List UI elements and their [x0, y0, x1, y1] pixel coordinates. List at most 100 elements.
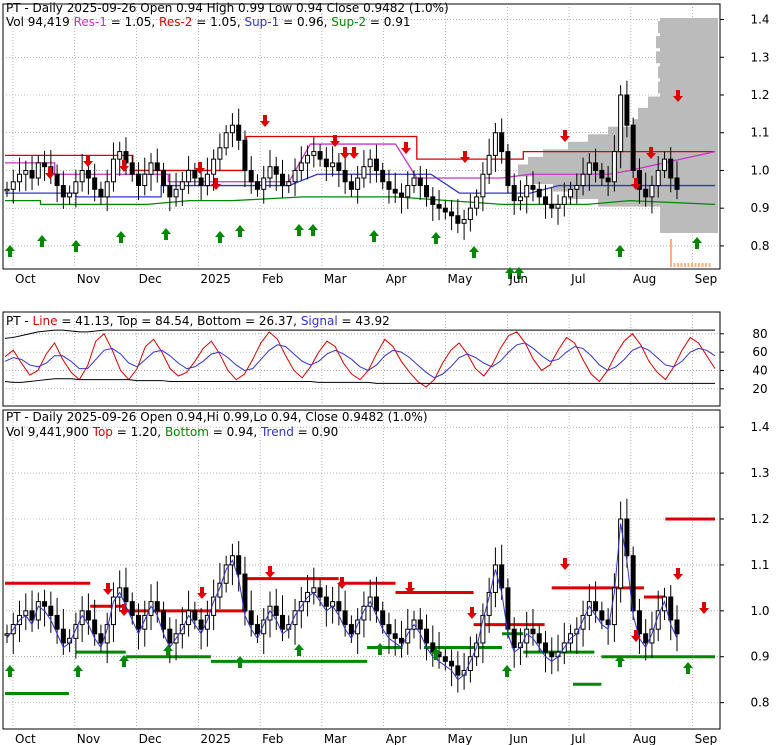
trend-buy-arrow [235, 656, 245, 668]
header-part-3: Bottom [165, 425, 209, 439]
header-part-4: = 43.92 [338, 314, 390, 328]
trend-candle-body [242, 573, 248, 612]
trend-candle-body [386, 624, 392, 635]
price-candle-body [311, 151, 317, 156]
trend-candle-body [204, 614, 210, 630]
price-candle-body [242, 139, 248, 171]
price-candle-body [286, 181, 292, 187]
x-tick-label-top: Apr [386, 272, 407, 286]
price-candle-body [442, 207, 448, 213]
osc-y-tick-label: 60 [752, 345, 767, 359]
price-candle-body [254, 181, 260, 190]
price-candle-body [461, 219, 467, 224]
header-part-4: = 1.05, [192, 15, 244, 29]
volume-bar [698, 263, 700, 267]
trend-candle-body [455, 665, 461, 676]
price-candle-body [605, 177, 611, 183]
trend-sell-arrow [673, 568, 683, 580]
trend-buy-arrow [5, 665, 15, 677]
price-candle-body [380, 169, 386, 183]
price-candle-body [611, 151, 617, 183]
trend-candle-body [198, 619, 204, 630]
trend-candle-body [398, 637, 404, 644]
price-candle-body [273, 166, 279, 175]
price-candle-body [42, 162, 48, 168]
trend-candle-body [380, 610, 386, 626]
buy-arrow [116, 231, 126, 243]
price-candle-body [217, 147, 223, 160]
price-candle-body [430, 196, 436, 205]
trend-candle-body [536, 633, 542, 644]
price-candle-body [561, 196, 567, 205]
price-candle-body [674, 177, 680, 190]
price-candle-body [142, 173, 148, 187]
sell-arrow [260, 115, 270, 127]
x-tick-label-top: 2025 [200, 272, 231, 286]
trend-candle-body [42, 601, 48, 607]
trend-y-tick-label: 0.8 [750, 696, 769, 710]
price-candle-body [98, 188, 104, 198]
price-candle-body [649, 185, 655, 198]
trend-candle-body [135, 614, 141, 630]
price-candle-body [348, 181, 354, 190]
trend-sell-arrow [467, 607, 477, 619]
price-candle-body [668, 158, 674, 179]
x-tick-label-bottom: May [448, 732, 473, 745]
buy-arrow [308, 224, 318, 236]
trend-sell-arrow [197, 587, 207, 599]
osc-y-tick-label: 20 [752, 382, 767, 396]
price-y-tick-label: 1.3 [750, 50, 769, 64]
x-tick-label-top: Nov [77, 272, 100, 286]
trend-candle-body [29, 610, 35, 621]
sup-1-line [5, 173, 715, 198]
header-part-8: = 0.91 [366, 15, 410, 29]
price-candle-body [549, 203, 555, 209]
trend-candle-body [311, 587, 317, 593]
price-candle-body [35, 162, 41, 179]
oscillator-line-line [4, 331, 716, 388]
price-candle-body [624, 94, 630, 126]
trend-candle-body [467, 656, 473, 672]
price-y-tick-label: 1.1 [750, 126, 769, 140]
trend-buy-arrow [294, 644, 304, 656]
price-candle-body [536, 188, 542, 198]
volume-bar [701, 263, 704, 267]
price-candle-body [161, 169, 167, 187]
price-candle-body [524, 185, 530, 198]
price-candle-body [555, 203, 561, 209]
x-tick-label-bottom: Oct [15, 732, 36, 745]
price-candle-body [186, 169, 192, 183]
price-candle-body [211, 158, 217, 175]
price-candle-body [305, 154, 311, 164]
trend-candle-body [492, 564, 498, 593]
trend-sell-arrow [103, 583, 113, 595]
price-candle-body [317, 151, 323, 160]
volume-profile-block [660, 18, 718, 233]
x-tick-label-bottom: Feb [262, 732, 283, 745]
price-candle-body [261, 177, 267, 190]
price-candle-body [298, 162, 304, 171]
price-candle-body [543, 196, 549, 205]
header-part-4: = 0.94, [209, 425, 261, 439]
trend-y-tick-label: 1.1 [750, 558, 769, 572]
price-candle-body [480, 173, 486, 198]
osc-y-tick-label: 80 [752, 327, 767, 341]
trend-candle-body [280, 614, 286, 630]
trend-candle-body [580, 614, 586, 630]
trend-candle-body [442, 656, 448, 662]
header-part-1: Top [92, 425, 113, 439]
trend-header-line2: Vol 9,441,900 Top = 1.20, Bottom = 0.94,… [6, 425, 338, 439]
x-tick-label-bottom: Nov [77, 732, 100, 745]
price-candle-body [154, 162, 160, 171]
trend-candle-body [649, 628, 655, 644]
header-part-0: PT - [6, 314, 33, 328]
trend-y-tick-label: 0.9 [750, 650, 769, 664]
trend-candle-body [248, 610, 254, 626]
oscillator-panel-frame [2, 311, 721, 407]
trend-candle-body [60, 628, 66, 644]
volume-bar [705, 263, 707, 267]
trend-candle-body [499, 564, 505, 589]
trend-candle-body [236, 555, 242, 575]
price-y-tick-label: 1.0 [750, 163, 769, 177]
price-candle-body [367, 158, 373, 168]
